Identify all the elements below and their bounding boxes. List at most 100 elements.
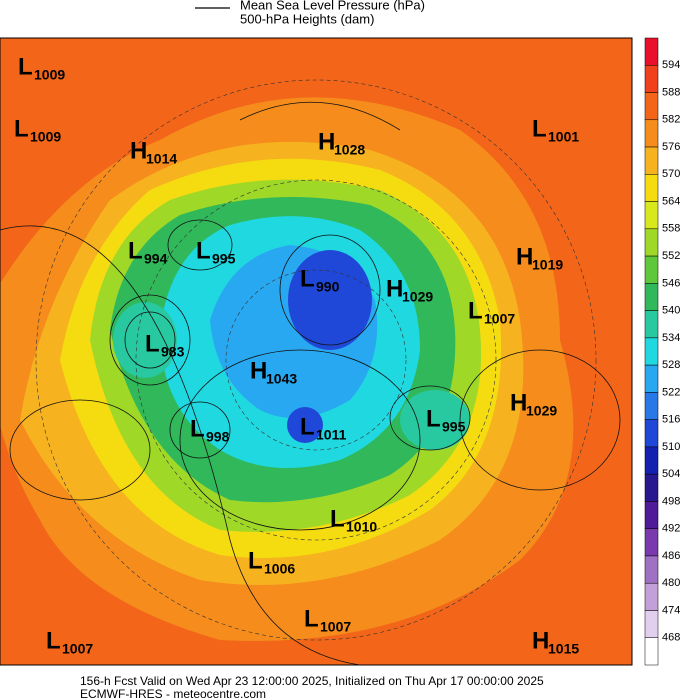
isobar bbox=[0, 225, 361, 665]
isobar bbox=[124, 311, 176, 369]
center-letter: L bbox=[46, 627, 61, 654]
colorbar-label: 468 bbox=[662, 632, 680, 644]
center-letter: H bbox=[510, 389, 527, 416]
colorbar-label: 486 bbox=[662, 550, 680, 562]
colorbar-label: 522 bbox=[662, 386, 680, 398]
center-letter: L bbox=[196, 237, 211, 264]
isobar bbox=[459, 349, 621, 491]
colorbar-label: 570 bbox=[662, 168, 680, 180]
center-letter: L bbox=[330, 505, 345, 532]
center-pressure: 995 bbox=[212, 251, 236, 267]
colorbar-label: 534 bbox=[662, 332, 680, 344]
colorbar: 594 588 582 576 570 564 558 552 546 540 534 528 522 5… bbox=[644, 37, 680, 666]
colorbar-box bbox=[644, 255, 659, 284]
latitude-circle bbox=[135, 179, 497, 541]
isobar bbox=[169, 401, 231, 459]
colorbar-box bbox=[644, 582, 659, 611]
colorbar-box bbox=[644, 637, 659, 666]
colorbar-label: 528 bbox=[662, 359, 680, 371]
colorbar-label: 516 bbox=[662, 414, 680, 426]
colorbar-box bbox=[644, 446, 659, 475]
map-area bbox=[0, 38, 632, 665]
colorbar-label: 588 bbox=[662, 86, 680, 98]
colorbar-box bbox=[644, 419, 659, 448]
center-pressure: 990 bbox=[316, 279, 340, 295]
center-letter: L bbox=[145, 330, 160, 357]
colorbar-label: 576 bbox=[662, 141, 680, 153]
isobar bbox=[9, 399, 151, 501]
center-pressure: 1009 bbox=[34, 67, 65, 83]
colorbar-box bbox=[644, 65, 659, 93]
colorbar-label: 558 bbox=[662, 223, 680, 235]
colorbar-box bbox=[644, 555, 659, 584]
colorbar-label: 480 bbox=[662, 577, 680, 589]
colorbar-box bbox=[644, 501, 659, 529]
center-letter: L bbox=[304, 605, 319, 632]
colorbar-label: 474 bbox=[662, 604, 680, 616]
center-pressure: 1007 bbox=[484, 311, 515, 327]
center-pressure: 1019 bbox=[532, 257, 563, 273]
center-letter: L bbox=[300, 265, 315, 292]
isobar bbox=[109, 294, 191, 386]
center-letter: L bbox=[426, 405, 441, 432]
colorbar-label: 504 bbox=[662, 468, 680, 480]
legend-fill-label: 500-hPa Heights (dam) bbox=[240, 11, 374, 26]
colorbar-box bbox=[644, 364, 659, 393]
center-letter: L bbox=[18, 53, 33, 80]
center-letter: L bbox=[128, 237, 143, 264]
footer-valid-time: 156-h Fcst Valid on Wed Apr 23 12:00:00 … bbox=[80, 674, 544, 688]
center-pressure: 998 bbox=[206, 429, 230, 445]
colorbar-box bbox=[644, 201, 659, 230]
map-frame bbox=[0, 37, 633, 666]
fill-534 bbox=[113, 302, 177, 378]
fill-534 bbox=[400, 390, 470, 450]
center-pressure: 994 bbox=[144, 251, 168, 267]
center-letter: H bbox=[318, 128, 335, 155]
colorbar-label: 552 bbox=[662, 250, 680, 262]
colorbar-box bbox=[644, 92, 659, 121]
center-letter: H bbox=[532, 627, 549, 654]
center-pressure: 1009 bbox=[30, 129, 61, 145]
center-letter: H bbox=[250, 357, 267, 384]
center-letter: L bbox=[14, 115, 29, 142]
center-letter: H bbox=[130, 137, 147, 164]
center-pressure: 1007 bbox=[320, 619, 351, 635]
colorbar-label: 498 bbox=[662, 495, 680, 507]
center-letter: L bbox=[468, 297, 483, 324]
fill-510 bbox=[287, 407, 323, 443]
isobar bbox=[167, 219, 233, 271]
colorbar-label: 492 bbox=[662, 523, 680, 535]
center-pressure: 1015 bbox=[548, 641, 579, 657]
latitude-circle bbox=[225, 269, 407, 451]
center-pressure: 1010 bbox=[346, 519, 377, 535]
colorbar-label: 582 bbox=[662, 114, 680, 126]
isobar bbox=[389, 385, 471, 451]
colorbar-box bbox=[644, 310, 659, 339]
center-pressure: 1028 bbox=[334, 142, 365, 158]
center-letter: H bbox=[386, 275, 403, 302]
center-letter: H bbox=[516, 243, 533, 270]
center-pressure: 1043 bbox=[266, 371, 297, 387]
footer-source: ECMWF-HRES - meteocentre.com bbox=[80, 687, 266, 700]
colorbar-box bbox=[644, 473, 659, 502]
center-pressure: 995 bbox=[442, 419, 466, 435]
center-pressure: 983 bbox=[161, 344, 185, 360]
center-letter: L bbox=[300, 413, 315, 440]
center-pressure: 1011 bbox=[316, 427, 347, 443]
colorbar-box bbox=[644, 337, 659, 366]
center-pressure: 1001 bbox=[548, 129, 579, 145]
center-letter: L bbox=[248, 547, 263, 574]
colorbar-box bbox=[644, 174, 659, 202]
isobar bbox=[239, 101, 401, 131]
isobar bbox=[279, 234, 381, 346]
fill-510 bbox=[288, 250, 372, 350]
legend-line-label: Mean Sea Level Pressure (hPa) bbox=[240, 0, 425, 12]
colorbar-box bbox=[644, 146, 659, 175]
colorbar-label: 564 bbox=[662, 195, 680, 207]
colorbar-label: 540 bbox=[662, 305, 680, 317]
colorbar-box bbox=[644, 528, 659, 557]
center-letter: L bbox=[532, 115, 547, 142]
colorbar-box bbox=[644, 610, 659, 638]
colorbar-label: 510 bbox=[662, 441, 680, 453]
